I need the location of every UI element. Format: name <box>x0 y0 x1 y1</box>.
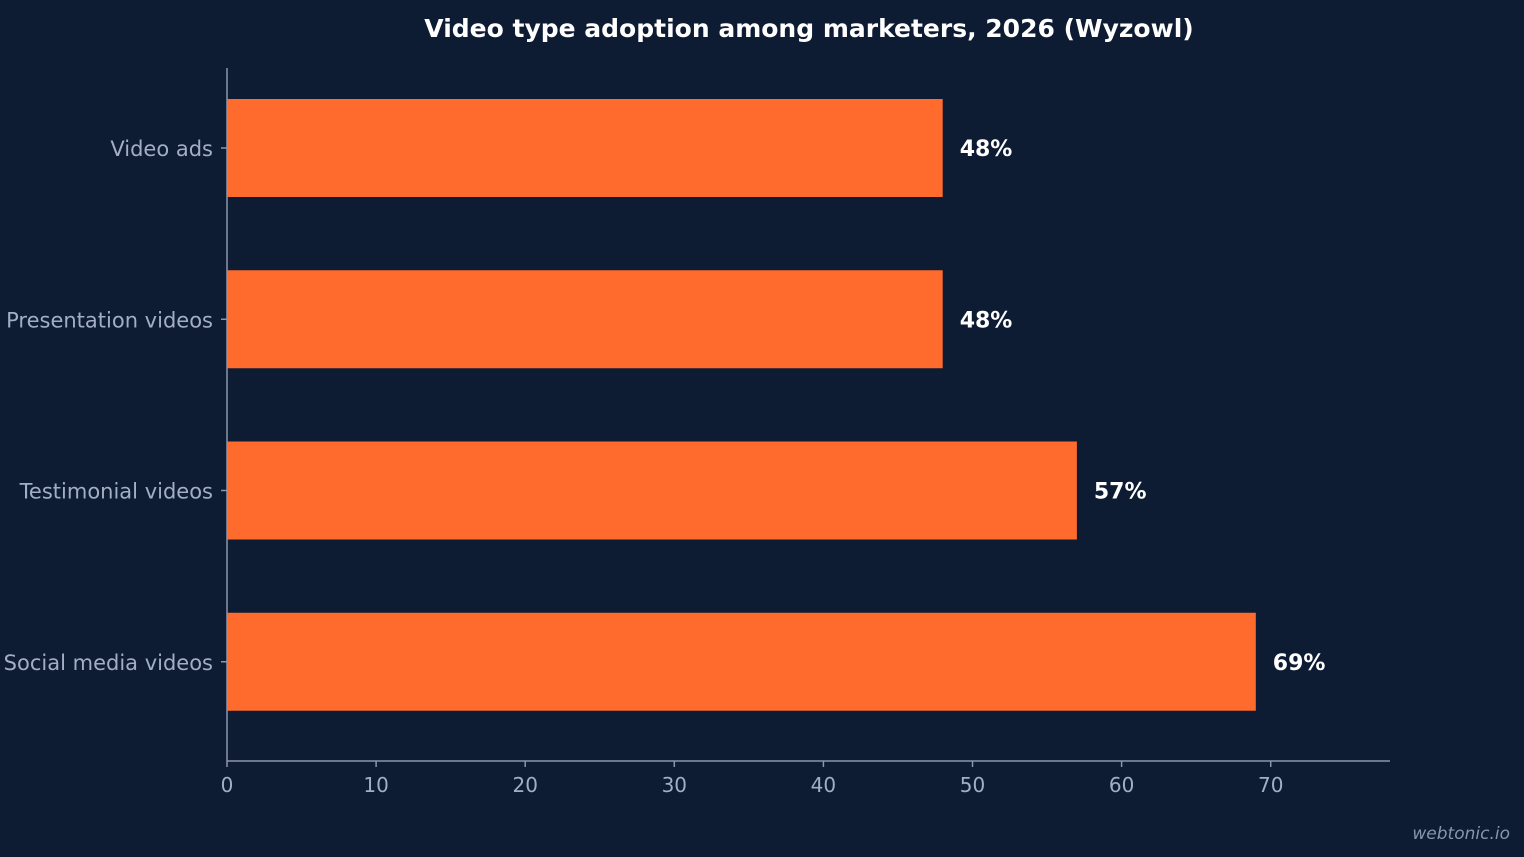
x-tick-label: 0 <box>221 773 234 797</box>
x-tick-label: 70 <box>1258 773 1283 797</box>
data-label: 69% <box>1273 651 1326 676</box>
bar <box>227 441 1077 540</box>
data-label: 48% <box>960 308 1013 333</box>
axes-layer: Video ads Presentation videos Testimonial … <box>4 68 1390 797</box>
category-label: Video ads <box>110 137 213 161</box>
category-label: Presentation videos <box>6 308 213 332</box>
x-tick-label: 40 <box>811 773 836 797</box>
data-label: 57% <box>1094 480 1147 505</box>
chart-title: Video type adoption among marketers, 202… <box>424 14 1193 43</box>
bar <box>227 99 943 197</box>
category-label: Social media videos <box>4 651 213 675</box>
bars-layer: 48% 48% 57% 69% <box>227 99 1325 711</box>
x-tick-label: 10 <box>363 773 388 797</box>
watermark: webtonic.io <box>1412 824 1510 844</box>
bar <box>227 612 1256 711</box>
x-tick-label: 20 <box>512 773 537 797</box>
x-tick-label: 50 <box>960 773 985 797</box>
data-label: 48% <box>960 137 1013 162</box>
x-tick-label: 30 <box>662 773 687 797</box>
category-label: Testimonial videos <box>19 480 213 504</box>
bar <box>227 270 943 369</box>
x-tick-label: 60 <box>1109 773 1134 797</box>
